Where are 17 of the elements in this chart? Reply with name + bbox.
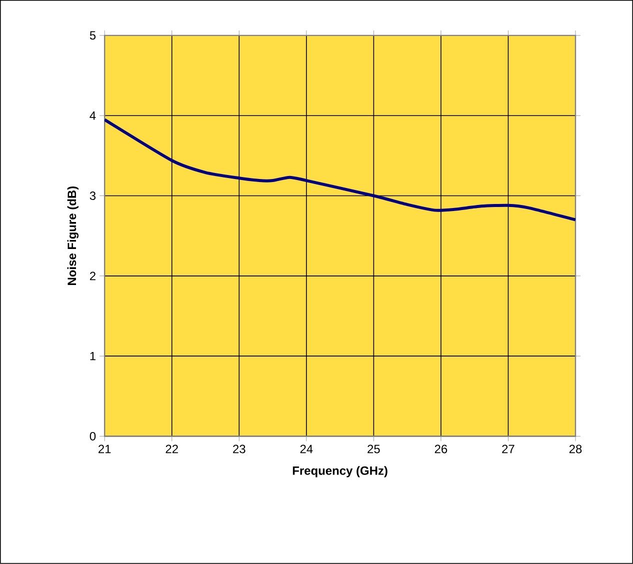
x-tick-label: 24 — [300, 444, 313, 454]
y-tick-label: 3 — [90, 192, 96, 200]
x-tick-label: 22 — [166, 444, 178, 454]
x-tick-label: 25 — [368, 444, 380, 454]
y-tick-label: 2 — [90, 272, 96, 280]
x-tick-label: 23 — [233, 444, 246, 454]
y-tick-label: 4 — [90, 112, 96, 120]
y-tick-label: 0 — [90, 432, 96, 441]
y-tick-label: 1 — [90, 352, 96, 360]
x-axis-title: Frequency (GHz) — [292, 466, 388, 478]
x-tick-label: 26 — [434, 444, 448, 454]
y-axis-title: Noise Figure (dB) — [67, 186, 79, 286]
x-tick-label: 28 — [569, 444, 582, 454]
x-tick-label: 27 — [502, 444, 514, 454]
y-tick-label: 5 — [90, 31, 96, 40]
line-series — [104, 118, 576, 222]
x-tick-label: 21 — [98, 444, 111, 454]
